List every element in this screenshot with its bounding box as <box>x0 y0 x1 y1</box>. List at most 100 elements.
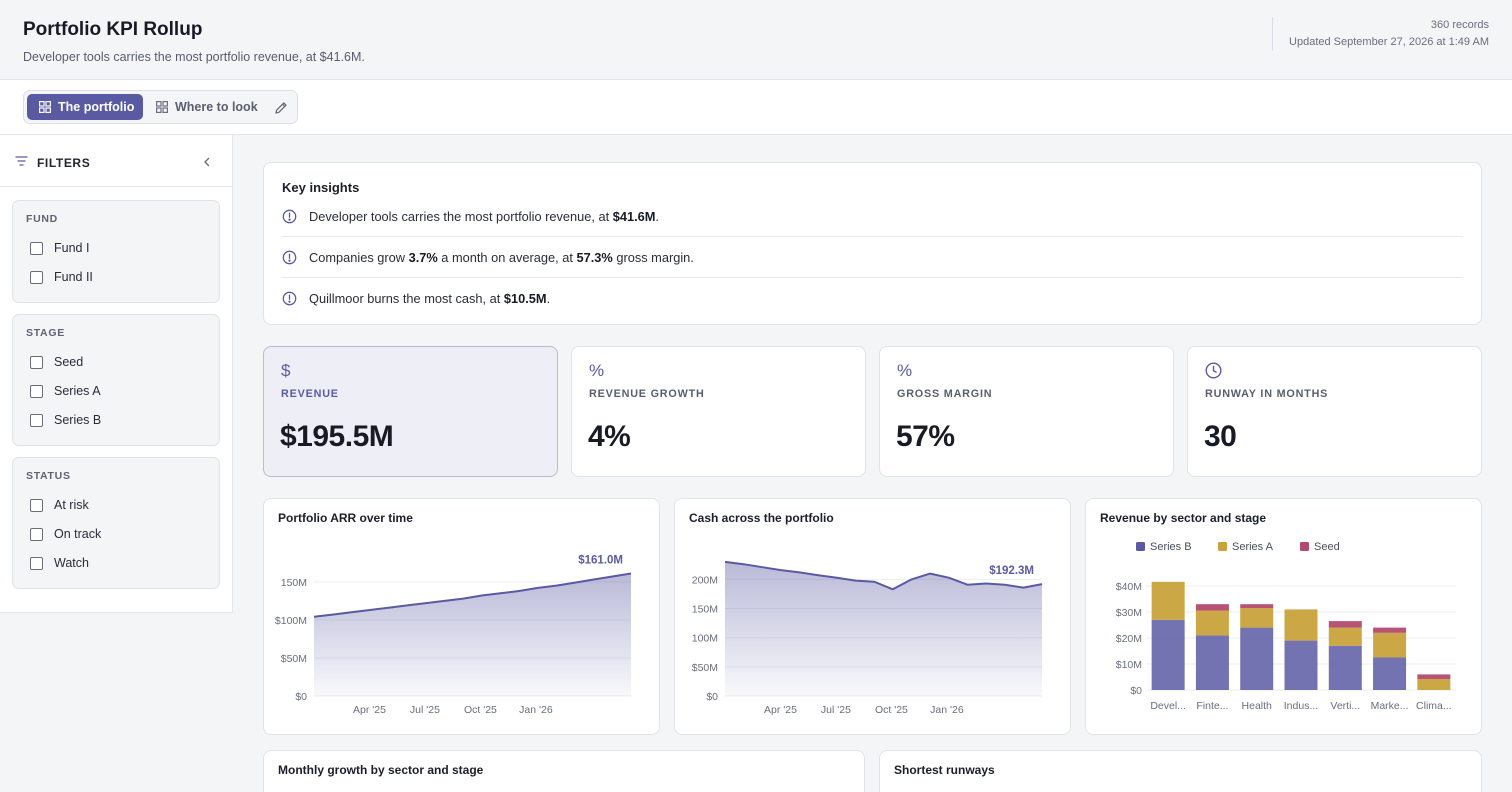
page-title: Portfolio KPI Rollup <box>23 19 203 40</box>
y-tick-label: $0 <box>295 691 307 703</box>
filter-option-watch[interactable]: Watch <box>30 555 89 571</box>
chevron-left-icon[interactable] <box>201 156 213 168</box>
option-label: Fund II <box>54 270 93 284</box>
x-tick-label: Oct '25 <box>464 704 497 716</box>
chart-title: Revenue by sector and stage <box>1100 511 1267 525</box>
y-tick-label: $30M <box>1116 607 1142 619</box>
insight-text: Quillmoor burns the most cash, at $10.5M… <box>309 291 551 306</box>
view-tabbar: The portfolio Where to look <box>0 80 1512 135</box>
x-tick-label: Health <box>1242 700 1273 712</box>
option-label: Watch <box>54 556 89 570</box>
bar-segment <box>1284 609 1318 641</box>
option-label: Series B <box>54 413 102 427</box>
kpi-label: REVENUE GROWTH <box>589 388 705 400</box>
filter-option-seed[interactable]: Seed <box>30 354 83 370</box>
bar-segment <box>1240 627 1274 690</box>
legend-swatch <box>1300 542 1309 551</box>
tab-the-portfolio[interactable]: The portfolio <box>27 94 143 120</box>
chart-card-shortest-runways: Shortest runways <box>879 750 1482 792</box>
filter-option-series-a[interactable]: Series A <box>30 383 101 399</box>
chart-title: Portfolio ARR over time <box>278 511 413 525</box>
insight-item: Companies grow 3.7% a month on average, … <box>282 237 1463 278</box>
filter-option-fund-i[interactable]: Fund I <box>30 240 89 256</box>
y-tick-label: 150M <box>281 577 307 589</box>
option-label: At risk <box>54 498 89 512</box>
filter-icon <box>15 156 28 166</box>
chart-title: Cash across the portfolio <box>689 511 834 525</box>
chart-card-monthly-growth: Monthly growth by sector and stage <box>263 750 865 792</box>
header-meta: 360 records Updated September 27, 2026 a… <box>1272 17 1489 51</box>
filter-option-on-track[interactable]: On track <box>30 526 101 542</box>
checkbox[interactable] <box>30 384 43 398</box>
y-tick-label: $50M <box>692 662 718 674</box>
x-tick-label: Apr '25 <box>353 704 386 716</box>
kpi-card-runway[interactable]: RUNWAY IN MONTHS 30 <box>1187 346 1482 477</box>
page-subtitle: Developer tools carries the most portfol… <box>23 50 365 64</box>
percent-icon: % <box>897 361 913 380</box>
kpi-card-revenue[interactable]: $ REVENUE $195.5M <box>263 346 558 477</box>
checkbox[interactable] <box>30 241 43 255</box>
kpi-value: 57% <box>896 420 955 453</box>
legend-label: Series B <box>1150 541 1192 553</box>
y-tick-label: $10M <box>1116 659 1142 671</box>
checkbox[interactable] <box>30 413 43 427</box>
option-label: Series A <box>54 384 101 398</box>
x-tick-label: Finte... <box>1196 700 1228 712</box>
series-line <box>313 572 632 618</box>
checkbox[interactable] <box>30 498 43 512</box>
kpi-value: $195.5M <box>280 420 394 453</box>
x-tick-label: Marke... <box>1371 700 1409 712</box>
kpi-card-gross-margin[interactable]: % GROSS MARGIN 57% <box>879 346 1174 477</box>
key-insights-title: Key insights <box>282 180 360 195</box>
filters-title: FILTERS <box>37 156 91 170</box>
filter-option-fund-ii[interactable]: Fund II <box>30 269 93 285</box>
filter-option-series-b[interactable]: Series B <box>30 412 101 428</box>
tab-where-to-look[interactable]: Where to look <box>153 94 263 120</box>
checkbox[interactable] <box>30 355 43 369</box>
alert-circle-icon <box>282 250 297 264</box>
page-header: Portfolio KPI Rollup Developer tools car… <box>0 0 1512 80</box>
y-tick-label: $20M <box>1116 633 1142 645</box>
filter-group-status: STATUS At risk On track Watch <box>12 457 220 589</box>
x-tick-label: Oct '25 <box>875 704 908 716</box>
filters-header: FILTERS <box>0 135 232 187</box>
dollar-icon: $ <box>281 361 291 380</box>
checkbox[interactable] <box>30 556 43 570</box>
filter-group-title: STAGE <box>26 327 65 339</box>
y-tick-label: $0 <box>1130 685 1142 697</box>
tab-label: Where to look <box>175 100 258 114</box>
checkbox[interactable] <box>30 527 43 541</box>
pencil-icon[interactable] <box>272 99 290 117</box>
x-tick-label: Apr '25 <box>764 704 797 716</box>
bar-segment <box>1195 610 1229 636</box>
bar-segment <box>1417 674 1451 680</box>
filter-option-at-risk[interactable]: At risk <box>30 497 89 513</box>
x-tick-label: Jul '25 <box>821 704 851 716</box>
insight-item: Developer tools carries the most portfol… <box>282 196 1463 237</box>
bar-segment <box>1151 581 1185 620</box>
y-tick-label: $50M <box>281 653 307 665</box>
insight-text: Companies grow 3.7% a month on average, … <box>309 249 694 265</box>
bar-segment <box>1151 619 1185 690</box>
checkbox[interactable] <box>30 270 43 284</box>
x-tick-label: Indus... <box>1284 700 1318 712</box>
y-tick-label: $0 <box>706 691 718 703</box>
grid-icon <box>156 101 168 113</box>
insight-item: Quillmoor burns the most cash, at $10.5M… <box>282 278 1463 319</box>
kpi-card-revenue-growth[interactable]: % REVENUE GROWTH 4% <box>571 346 866 477</box>
legend-label: Seed <box>1314 541 1340 553</box>
series-area <box>314 573 631 696</box>
bar-segment <box>1417 679 1451 690</box>
bar-segment <box>1240 604 1274 609</box>
legend-swatch <box>1136 542 1145 551</box>
chart-card-arr: Portfolio ARR over time $0 $50M $100M 150M A… <box>263 498 660 735</box>
chart-title: Monthly growth by sector and stage <box>278 763 484 777</box>
view-tab-group: The portfolio Where to look <box>23 90 298 124</box>
bar-segment <box>1195 635 1229 690</box>
option-label: On track <box>54 527 102 541</box>
kpi-value: 30 <box>1204 420 1237 453</box>
bar-segment <box>1328 627 1362 646</box>
legend-swatch <box>1218 542 1227 551</box>
kpi-label: GROSS MARGIN <box>897 388 993 400</box>
kpi-value: 4% <box>588 420 631 453</box>
